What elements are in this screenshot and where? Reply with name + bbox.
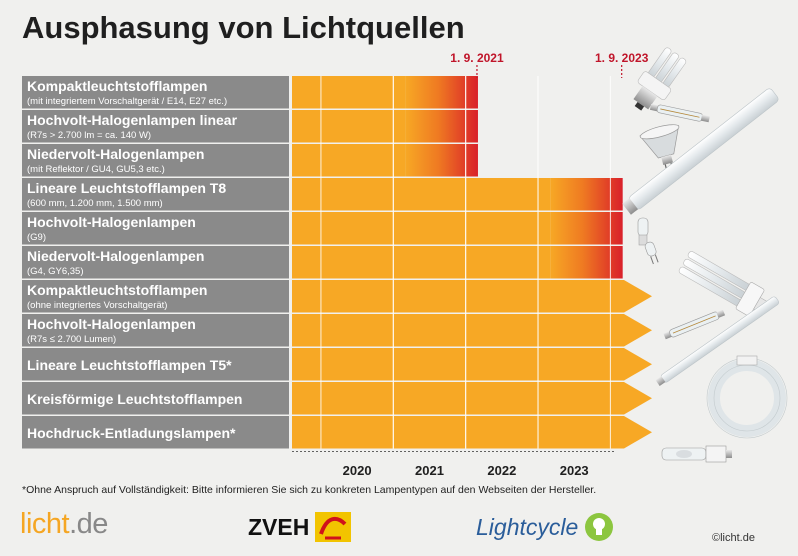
x-tick-label: 2022 xyxy=(487,463,516,478)
licht-logo-main: licht xyxy=(20,508,70,540)
phaseout-row: Niedervolt-Halogenlampen (G4, GY6,35) xyxy=(22,246,623,279)
row-label-name: Kompaktleuchtstofflampen xyxy=(27,78,207,94)
row-label-name: Lineare Leuchtstofflampen T8 xyxy=(27,180,226,196)
phaseout-row: Hochvolt-Halogenlampen (R7s ≤ 2.700 Lumen… xyxy=(22,314,652,347)
phaseout-bar xyxy=(550,178,623,211)
phaseout-bar xyxy=(550,246,623,279)
phaseout-row: Hochdruck-Entladungslampen* xyxy=(22,416,652,449)
phaseout-row: Lineare Leuchtstofflampen T5* xyxy=(22,348,652,381)
row-label-bg xyxy=(22,416,289,449)
phaseout-row: Hochvolt-Halogenlampen linear (R7s > 2.70… xyxy=(22,110,478,143)
phaseout-bar xyxy=(405,110,478,143)
row-label-bg xyxy=(22,314,289,347)
row-label-name: Hochvolt-Halogenlampen xyxy=(27,316,196,332)
row-label-sub: (R7s > 2.700 lm = ca. 140 W) xyxy=(27,130,151,141)
lightcycle-bulb-icon xyxy=(585,513,614,541)
page-title: Ausphasung von Lichtquellen xyxy=(22,10,465,45)
phaseout-bar xyxy=(550,212,623,245)
lamp-illustrations xyxy=(622,47,788,463)
phaseout-row: Lineare Leuchtstofflampen T8 (600 mm, 1.2… xyxy=(22,178,623,211)
row-label-bg xyxy=(22,178,289,211)
licht-de-logo: licht.de xyxy=(20,508,108,541)
row-label-name: Niedervolt-Halogenlampen xyxy=(27,248,204,264)
row-label-bg xyxy=(22,246,289,279)
row-label-sub: (ohne integriertes Vorschaltgerät) xyxy=(27,300,167,311)
date-marker-label: 1. 9. 2023 xyxy=(595,51,649,65)
row-label-sub: (R7s ≤ 2.700 Lumen) xyxy=(27,334,116,345)
phaseout-row: Kreisförmige Leuchtstofflampen xyxy=(22,382,652,415)
g9-halogen-capsule-icon xyxy=(637,217,649,246)
phaseout-row: Hochvolt-Halogenlampen (G9) xyxy=(22,212,623,245)
row-label-name: Hochdruck-Entladungslampen* xyxy=(27,425,236,441)
row-label-sub: (600 mm, 1.200 mm, 1.500 mm) xyxy=(27,198,163,209)
compact-fluorescent-lamp-icon xyxy=(633,47,687,111)
ongoing-bar xyxy=(292,382,652,415)
ongoing-bar xyxy=(292,416,652,449)
row-label-name: Lineare Leuchtstofflampen T5* xyxy=(27,357,232,373)
phaseout-row: Niedervolt-Halogenlampen (mit Reflektor /… xyxy=(22,144,478,177)
row-label-name: Hochvolt-Halogenlampen linear xyxy=(27,112,238,128)
active-bar xyxy=(292,110,406,143)
row-label-bg xyxy=(22,144,289,177)
active-bar xyxy=(292,144,406,177)
g4-halogen-pin-icon xyxy=(644,241,659,265)
x-tick-label: 2021 xyxy=(415,463,444,478)
row-label-bg xyxy=(22,348,289,381)
hid-discharge-lamp-icon xyxy=(661,445,732,463)
x-tick-label: 2023 xyxy=(560,463,589,478)
fluorescent-tube-t5-icon xyxy=(655,296,779,386)
phaseout-bar xyxy=(405,76,478,109)
row-label-name: Hochvolt-Halogenlampen xyxy=(27,214,196,230)
row-label-sub: (G4, GY6,35) xyxy=(27,266,84,277)
row-label-sub: (G9) xyxy=(27,232,46,243)
active-bar xyxy=(292,212,551,245)
halogen-linear-lamp-icon xyxy=(649,103,710,123)
row-label-name: Niedervolt-Halogenlampen xyxy=(27,146,204,162)
zveh-logo: ZVEH xyxy=(248,512,352,542)
phaseout-row: Kompaktleuchtstofflampen (mit integrierte… xyxy=(22,76,478,109)
row-label-bg xyxy=(22,382,289,415)
phaseout-row: Kompaktleuchtstofflampen (ohne integriert… xyxy=(22,280,652,313)
row-label-name: Kompaktleuchtstofflampen xyxy=(27,282,207,298)
row-label-bg xyxy=(22,280,289,313)
zveh-emblem-icon xyxy=(315,512,352,542)
row-label-bg xyxy=(22,110,289,143)
licht-logo-suffix: .de xyxy=(69,508,108,540)
phaseout-bar xyxy=(405,144,478,177)
lightcycle-logo: Lightcycle xyxy=(476,512,614,542)
row-label-sub: (mit integriertem Vorschaltgerät / E14, … xyxy=(27,96,227,107)
zveh-logo-text: ZVEH xyxy=(248,513,310,540)
footnote: *Ohne Anspruch auf Vollständigkeit: Bitt… xyxy=(22,484,597,496)
circular-fluorescent-lamp-icon xyxy=(706,355,788,439)
ongoing-bar xyxy=(292,314,652,347)
active-bar xyxy=(292,246,551,279)
row-label-sub: (mit Reflektor / GU4, GU5,3 etc.) xyxy=(27,164,165,175)
r7s-halogen-lamp-icon xyxy=(663,309,726,340)
active-bar xyxy=(292,178,551,211)
active-bar xyxy=(292,76,406,109)
lightcycle-logo-text: Lightcycle xyxy=(476,513,579,540)
row-label-bg xyxy=(22,212,289,245)
ongoing-bar xyxy=(292,348,652,381)
ongoing-bar xyxy=(292,280,652,313)
x-tick-label: 2020 xyxy=(343,463,372,478)
phaseout-chart: Kompaktleuchtstofflampen (mit integrierte… xyxy=(22,47,788,478)
row-label-bg xyxy=(22,76,289,109)
date-marker-label: 1. 9. 2021 xyxy=(450,51,504,65)
row-label-name: Kreisförmige Leuchtstofflampen xyxy=(27,391,242,407)
compact-fluorescent-plug-icon xyxy=(678,251,770,317)
fluorescent-tube-t8-icon xyxy=(622,88,779,215)
copyright-notice: ©licht.de xyxy=(712,532,755,544)
